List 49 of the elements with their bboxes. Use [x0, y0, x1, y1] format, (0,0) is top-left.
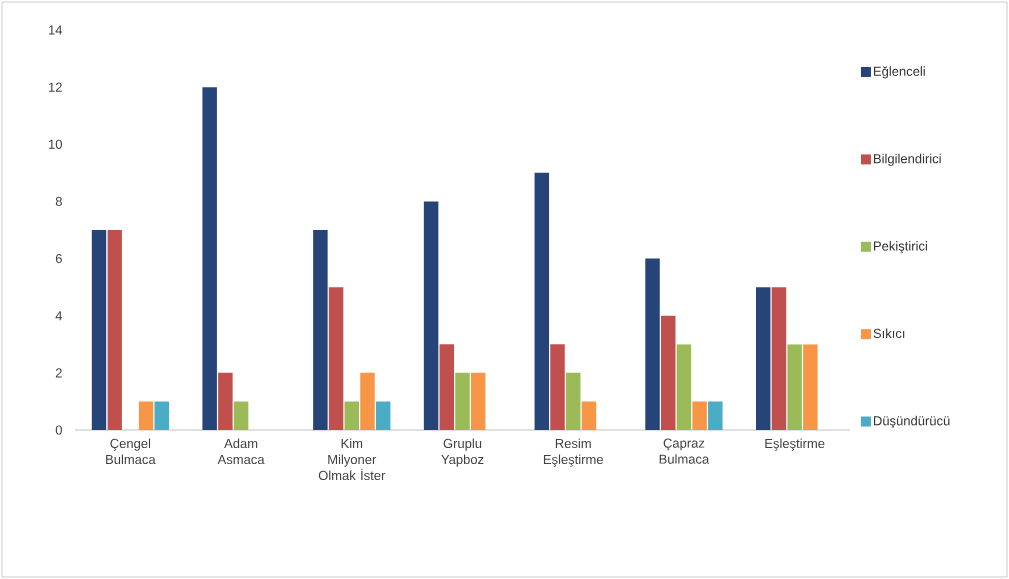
bar — [138, 401, 154, 430]
bar — [154, 401, 170, 430]
bar — [692, 401, 707, 430]
bar — [91, 230, 107, 430]
legend-label: Sıkıcı — [873, 328, 905, 339]
x-tick-label: Resim Eşleştirme — [543, 438, 603, 467]
bar — [645, 258, 660, 430]
x-tick-label: Gruplu Yapboz — [441, 438, 484, 467]
y-tick-label: 14 — [49, 25, 63, 35]
bar — [439, 344, 455, 430]
bar — [787, 344, 802, 430]
bar — [565, 372, 581, 430]
legend-label: Bilgilendirici — [874, 153, 941, 166]
bar — [202, 87, 217, 430]
bar — [375, 401, 391, 430]
bar — [676, 344, 692, 430]
bar — [313, 230, 328, 430]
y-tick-label: 8 — [55, 196, 62, 207]
bar — [470, 372, 486, 430]
y-tick-label: 0 — [55, 425, 62, 435]
bar — [534, 172, 550, 430]
legend-label: Eğlenceli — [874, 66, 925, 79]
x-tick-label: Adam Asmaca — [217, 438, 265, 465]
bar — [803, 344, 818, 430]
bar — [581, 401, 597, 430]
legend-label: Pekiştirici — [874, 241, 927, 254]
y-tick-label: 12 — [49, 82, 62, 92]
bar — [550, 344, 565, 430]
y-tick-label: 4 — [55, 311, 63, 321]
bar — [107, 230, 122, 430]
bar — [218, 372, 233, 430]
bar — [344, 401, 360, 430]
bar — [233, 401, 249, 430]
y-tick-label: 2 — [55, 368, 62, 378]
bar — [360, 372, 375, 430]
y-tick-label: 10 — [49, 139, 62, 149]
bar — [771, 287, 787, 430]
x-tick-label: Kim Milyoner Olmak İster — [318, 438, 386, 481]
legend-label: Düşündürücü — [874, 415, 950, 429]
bar — [708, 401, 723, 430]
bar — [423, 201, 439, 430]
y-tick-label: 6 — [55, 253, 62, 264]
bar — [755, 287, 771, 430]
x-tick-label: Eşleştirme — [765, 438, 825, 451]
bar — [455, 372, 470, 430]
bar — [660, 315, 676, 430]
bar — [328, 287, 344, 430]
x-tick-label: Çengel Bulmaca — [106, 438, 156, 465]
x-tick-label: Çapraz Bulmaca — [659, 438, 710, 464]
